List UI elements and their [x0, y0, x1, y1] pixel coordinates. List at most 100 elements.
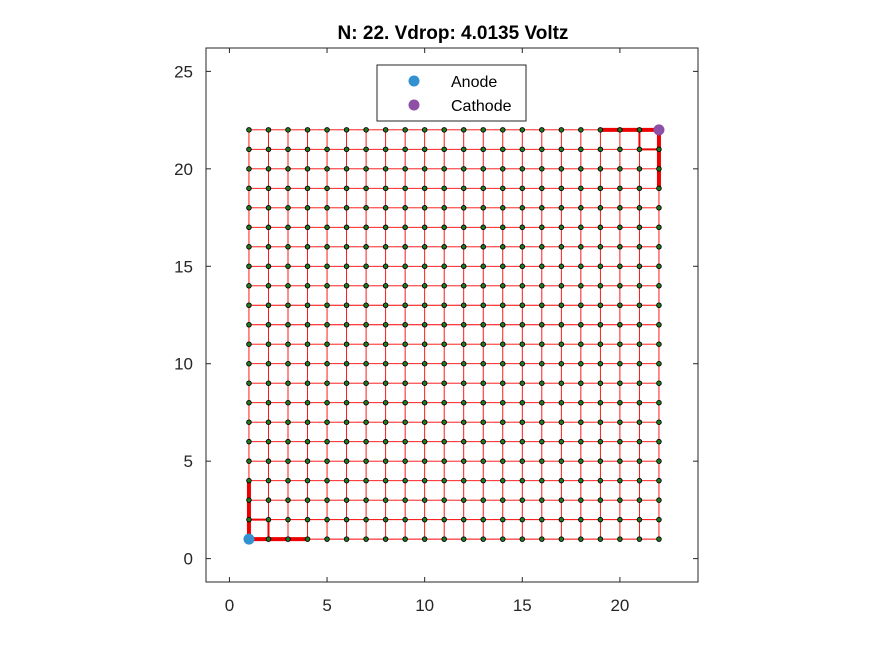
grid-node [382, 419, 389, 425]
grid-node [265, 283, 272, 289]
grid-node [265, 497, 272, 503]
grid-node [460, 166, 467, 172]
grid-node [382, 360, 389, 367]
grid-node [402, 302, 408, 309]
grid-node [402, 341, 408, 347]
grid-node [617, 302, 623, 309]
grid-node [578, 321, 584, 328]
grid-node [539, 283, 545, 289]
grid-node [265, 244, 272, 250]
grid-node [597, 127, 604, 133]
grid-node [539, 399, 545, 406]
grid-node [597, 185, 604, 192]
grid-node [324, 341, 330, 347]
grid-node [539, 244, 545, 250]
legend-anode-label: Anode [451, 74, 497, 91]
grid-node [324, 458, 330, 464]
grid-node [363, 497, 369, 503]
grid-node [480, 341, 486, 347]
x-tick-label: 0 [225, 596, 234, 615]
grid-node [597, 146, 604, 153]
grid-node [324, 399, 330, 406]
grid-node [519, 438, 526, 445]
grid-node [519, 302, 526, 309]
grid-node [597, 516, 604, 523]
grid-node [656, 185, 662, 192]
grid-node [304, 438, 311, 445]
grid-node [265, 516, 272, 523]
grid-node [324, 419, 330, 425]
grid-node [304, 380, 311, 386]
grid-node [636, 536, 643, 542]
grid-node [636, 360, 643, 367]
grid-node [539, 516, 545, 523]
grid-node [363, 341, 369, 347]
grid-node [656, 146, 662, 153]
grid-node [324, 380, 330, 386]
grid-node [617, 166, 623, 172]
x-tick-label: 20 [610, 596, 629, 615]
grid-node [421, 438, 428, 445]
grid-node [500, 497, 506, 503]
grid-node [421, 321, 428, 328]
grid-node [285, 438, 291, 445]
grid-node [617, 321, 623, 328]
grid-node [597, 283, 604, 289]
grid-node [265, 185, 272, 192]
legend: Anode Cathode [376, 64, 527, 122]
grid-node [558, 244, 565, 250]
grid-node [421, 458, 428, 464]
grid-node [597, 263, 604, 270]
grid-node [578, 438, 584, 445]
grid-node [246, 380, 252, 386]
grid-node [656, 263, 662, 270]
grid-node [597, 458, 604, 464]
grid-node [480, 283, 486, 289]
grid-node [656, 458, 662, 464]
grid-node [343, 166, 350, 172]
grid-node [597, 341, 604, 347]
grid-node [578, 497, 584, 503]
grid-node [304, 399, 311, 406]
grid-node [500, 399, 506, 406]
grid-node [617, 263, 623, 270]
grid-node [441, 360, 447, 367]
grid-node [324, 321, 330, 328]
grid-node [519, 185, 526, 192]
grid-node [402, 146, 408, 153]
grid-node [343, 205, 350, 211]
grid-node [636, 321, 643, 328]
grid-node [578, 302, 584, 309]
grid-node [539, 146, 545, 153]
grid-node [500, 205, 506, 211]
grid-node [617, 244, 623, 250]
grid-node [656, 283, 662, 289]
grid-node [519, 283, 526, 289]
grid-node [441, 458, 447, 464]
grid-node [304, 321, 311, 328]
grid-node [402, 516, 408, 523]
grid-node [597, 536, 604, 542]
grid-node [617, 399, 623, 406]
grid-node [363, 166, 369, 172]
grid-node [304, 283, 311, 289]
grid-node [324, 263, 330, 270]
grid-node [363, 516, 369, 523]
grid-node [421, 146, 428, 153]
grid-node [285, 244, 291, 250]
grid-node [539, 185, 545, 192]
grid-node [578, 185, 584, 192]
grid-node [343, 497, 350, 503]
grid-node [265, 360, 272, 367]
grid-node [558, 497, 565, 503]
grid-node [636, 283, 643, 289]
grid-node [402, 244, 408, 250]
grid-node [558, 185, 565, 192]
grid-node [402, 438, 408, 445]
grid-node [265, 341, 272, 347]
grid-node [363, 127, 369, 133]
grid-node [519, 516, 526, 523]
grid-node [382, 146, 389, 153]
grid-node [578, 205, 584, 211]
